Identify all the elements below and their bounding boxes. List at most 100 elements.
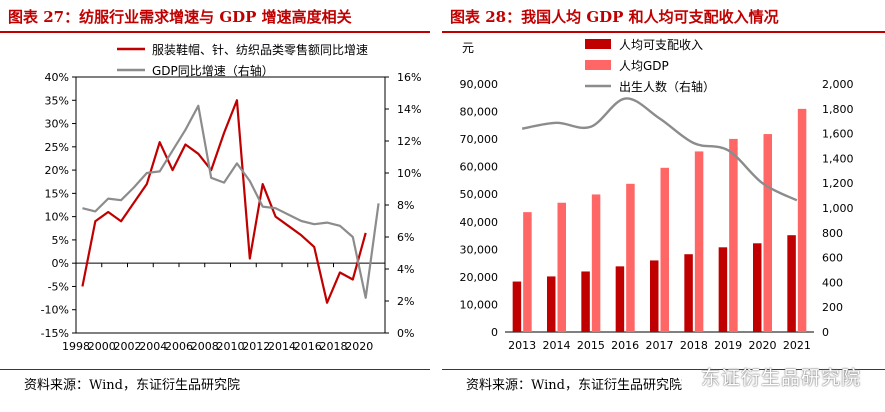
y-left-tick-label: -5% xyxy=(48,280,69,293)
y-right-tick-label: 0 xyxy=(822,326,829,339)
y-left-tick-label: 60,000 xyxy=(460,161,499,174)
series-line-2 xyxy=(82,104,380,299)
x-tick-label: 2014 xyxy=(268,340,296,353)
line-chart: -15% -10% -5% 0% 5% 10% 15% 20% 25% 30% 35% 40% 0% 2%… xyxy=(41,42,422,353)
bar-income xyxy=(615,266,625,332)
y-right-tick-label: 800 xyxy=(822,227,843,240)
y-right-tick-label: 1,200 xyxy=(822,177,854,190)
bar-income xyxy=(753,243,762,332)
x-tick-label: 1998 xyxy=(62,340,90,353)
y-left-tick-label: 10,000 xyxy=(460,298,499,311)
x-tick-label: 2016 xyxy=(294,340,322,353)
y-right-tick-label: 400 xyxy=(822,276,843,289)
bar-gdp xyxy=(797,108,807,332)
y-right-tick-label: 14% xyxy=(397,103,421,116)
y-left-tick-label: 0 xyxy=(491,326,498,339)
y-right-tick-label: 10% xyxy=(397,167,421,180)
y-left-tick-label: 25% xyxy=(45,141,69,154)
bar-income xyxy=(684,254,693,332)
y-left-tick-label: 5% xyxy=(52,234,69,247)
legend-label: 服装鞋帽、针、纺织品类零售额同比增速 xyxy=(152,42,368,57)
legend-label: 人均可支配收入 xyxy=(619,38,703,52)
bar-income xyxy=(547,276,556,332)
y-left-tick-label: 90,000 xyxy=(460,78,499,91)
legend-label: 出生人数（右轴） xyxy=(619,79,715,94)
x-tick-label: 2013 xyxy=(508,339,536,352)
y-right-tick-label: 0% xyxy=(397,327,414,340)
source-note: 资料来源：Wind，东证衍生品研究院 xyxy=(24,378,240,393)
y-left-tick-label: 30% xyxy=(45,118,69,131)
y-right-tick-label: 8% xyxy=(397,199,414,212)
y-axis-unit: 元 xyxy=(462,41,474,55)
y-right-tick-label: 600 xyxy=(822,252,843,265)
x-tick-label: 2019 xyxy=(714,339,742,352)
y-left-tick-label: 15% xyxy=(45,187,69,200)
legend-swatch xyxy=(585,39,611,49)
y-right-tick-label: 2% xyxy=(397,295,414,308)
y-right-tick-label: 200 xyxy=(822,301,843,314)
bar-gdp xyxy=(591,194,601,332)
legend-swatch xyxy=(585,60,611,70)
y-left-tick-label: 20,000 xyxy=(460,271,499,284)
legend-label: GDP同比增速（右轴） xyxy=(152,63,274,78)
y-right-tick-label: 2,000 xyxy=(822,78,854,91)
x-tick-label: 2008 xyxy=(191,340,219,353)
x-tick-label: 2015 xyxy=(577,339,605,352)
y-left-tick-label: 35% xyxy=(45,94,69,107)
y-left-tick-label: 10% xyxy=(45,211,69,224)
y-left-tick-label: 80,000 xyxy=(460,106,499,119)
x-tick-label: 2021 xyxy=(783,339,811,352)
y-right-tick-label: 12% xyxy=(397,135,421,148)
x-tick-label: 2016 xyxy=(611,339,639,352)
bar-gdp xyxy=(660,167,669,332)
series-line-births xyxy=(521,97,798,202)
x-tick-label: 2012 xyxy=(242,340,270,353)
y-left-tick-label: 50,000 xyxy=(460,188,499,201)
x-tick-label: 2002 xyxy=(114,340,142,353)
y-right-tick-label: 1,400 xyxy=(822,152,854,165)
y-left-tick-label: 70,000 xyxy=(460,133,499,146)
bar-gdp xyxy=(557,202,566,332)
y-right-tick-label: 4% xyxy=(397,263,414,276)
y-left-tick-label: -15% xyxy=(41,327,69,340)
bottom-divider xyxy=(0,369,430,370)
x-tick-label: 2020 xyxy=(345,340,373,353)
bottom-divider xyxy=(442,369,885,370)
bar-income xyxy=(581,271,590,332)
y-right-tick-label: 1,000 xyxy=(822,202,854,215)
x-tick-label: 2018 xyxy=(680,339,708,352)
bar-line-chart: 元 0 10,000 20,000 30,000 40,000 50,000 60,000 70… xyxy=(460,38,854,352)
y-left-tick-label: -10% xyxy=(41,304,69,317)
bar-gdp xyxy=(626,183,635,332)
x-tick-label: 2010 xyxy=(217,340,245,353)
watermark-text: 东证衍生品研究院 xyxy=(700,367,861,389)
title-divider xyxy=(442,31,885,33)
y-left-tick-label: 20% xyxy=(45,164,69,177)
left-chart-panel: 图表 27：纺服行业需求增速与 GDP 增速高度相关 -15% -10% -5% 0%… xyxy=(0,0,430,412)
watermark: 东证衍生品研究院 xyxy=(677,363,861,390)
y-left-tick-label: 40,000 xyxy=(460,216,499,229)
bar-gdp xyxy=(694,151,704,332)
bar-gdp xyxy=(763,134,772,332)
x-tick-label: 2017 xyxy=(646,339,674,352)
bar-income xyxy=(512,281,522,332)
x-tick-label: 2018 xyxy=(320,340,348,353)
y-right-tick-label: 6% xyxy=(397,231,414,244)
bar-income xyxy=(718,247,728,332)
x-tick-label: 2006 xyxy=(165,340,193,353)
y-right-tick-label: 1,600 xyxy=(822,128,854,141)
right-chart-panel: 图表 28：我国人均 GDP 和人均可支配收入情况 元 0 10,000 20,000… xyxy=(442,0,885,412)
bar-gdp xyxy=(729,138,738,332)
bar-gdp xyxy=(523,212,532,332)
x-tick-label: 2014 xyxy=(543,339,571,352)
x-tick-label: 2004 xyxy=(139,340,167,353)
brand-logo-icon xyxy=(678,370,695,387)
y-left-tick-label: 40% xyxy=(45,71,69,84)
legend-label: 人均GDP xyxy=(619,59,669,73)
series-line-1 xyxy=(81,99,367,304)
bar-income xyxy=(650,260,659,332)
chart-title: 图表 28：我国人均 GDP 和人均可支配收入情况 xyxy=(450,8,779,26)
y-right-tick-label: 1,800 xyxy=(822,103,854,116)
x-tick-label: 2000 xyxy=(88,340,116,353)
source-note: 资料来源：Wind，东证衍生品研究院 xyxy=(466,378,682,393)
